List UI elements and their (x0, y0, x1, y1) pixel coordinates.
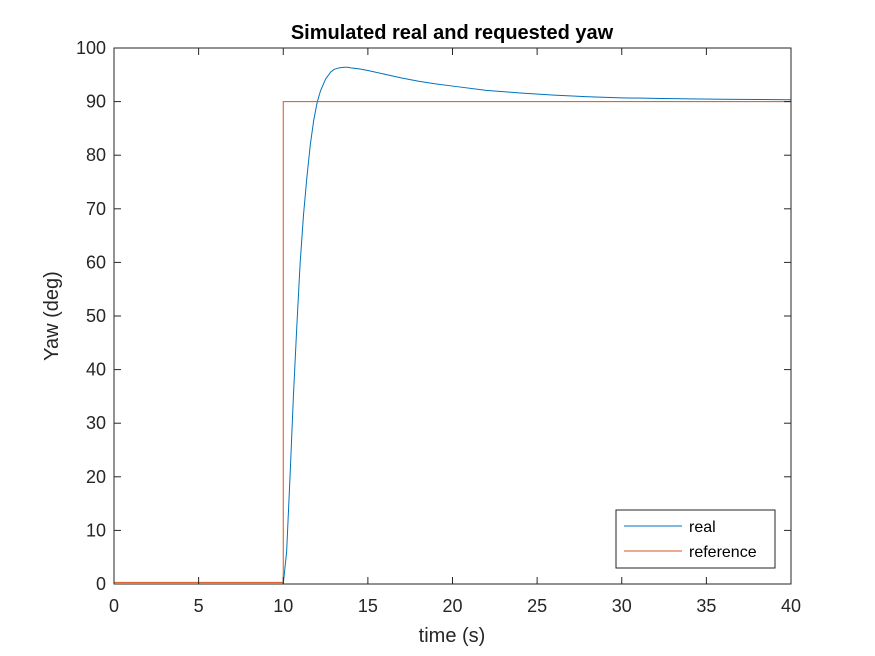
x-tick-label: 0 (109, 596, 119, 616)
y-tick-label: 20 (86, 467, 106, 487)
y-axis-label: Yaw (deg) (41, 271, 63, 361)
plot-area (114, 48, 791, 584)
y-tick-label: 10 (86, 520, 106, 540)
x-tick-label: 40 (781, 596, 801, 616)
x-tick-label: 20 (442, 596, 462, 616)
y-tick-label: 0 (96, 574, 106, 594)
x-tick-label: 30 (612, 596, 632, 616)
y-tick-label: 60 (86, 252, 106, 272)
y-tick-label: 40 (86, 360, 106, 380)
x-tick-label: 10 (273, 596, 293, 616)
series-line-real (114, 66, 792, 585)
legend: real reference (615, 509, 776, 569)
x-tick-label: 5 (194, 596, 204, 616)
x-ticks: 0 5 10 15 20 25 30 35 40 (109, 48, 801, 616)
x-tick-label: 25 (527, 596, 547, 616)
y-ticks: 0 10 20 30 40 50 60 70 80 90 100 (76, 38, 791, 594)
legend-box (615, 509, 776, 569)
x-axis-label: time (s) (419, 625, 486, 647)
x-tick-label: 15 (358, 596, 378, 616)
legend-label-reference: reference (689, 544, 757, 561)
legend-label-real: real (689, 519, 716, 536)
y-tick-label: 100 (76, 38, 106, 58)
x-tick-label: 35 (696, 596, 716, 616)
y-tick-label: 70 (86, 199, 106, 219)
y-tick-label: 50 (86, 306, 106, 326)
chart-title: Simulated real and requested yaw (291, 22, 614, 44)
y-tick-label: 30 (86, 413, 106, 433)
y-tick-label: 90 (86, 92, 106, 112)
y-tick-label: 80 (86, 145, 106, 165)
